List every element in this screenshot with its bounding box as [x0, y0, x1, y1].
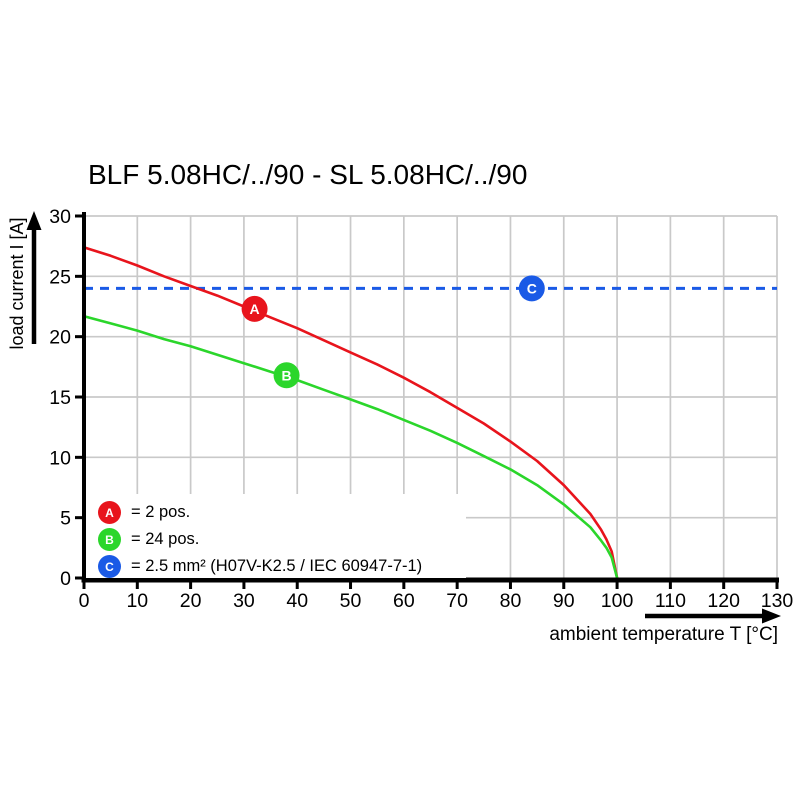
x-tick-label: 70	[446, 590, 468, 612]
legend-item-a: A = 2 pos.	[98, 501, 466, 524]
marker-a	[241, 295, 268, 322]
y-tick-label: 15	[49, 387, 71, 409]
legend-label-b: = 24 pos.	[131, 530, 200, 548]
y-tick-label: 10	[49, 447, 71, 469]
marker-b	[273, 362, 300, 389]
x-tick-label: 10	[126, 590, 148, 612]
x-tick-label: 90	[553, 590, 575, 612]
legend-dot-c: C	[98, 555, 121, 578]
curve-a	[82, 246, 619, 580]
legend-label-c: = 2.5 mm² (H07V-K2.5 / IEC 60947-7-1)	[131, 557, 423, 575]
x-tick-label: 110	[655, 590, 686, 612]
marker-letter-c: C	[527, 280, 537, 296]
y-tick-label: 5	[60, 508, 71, 530]
x-tick-label: 50	[340, 590, 362, 612]
x-tick-label: 130	[761, 590, 794, 612]
x-axis-arrow-head-icon	[762, 608, 781, 624]
legend-dot-b: B	[98, 528, 121, 551]
x-tick-label: 30	[233, 590, 255, 612]
x-tick-label: 40	[286, 590, 308, 612]
y-tick-label: 0	[60, 568, 71, 590]
page-title: BLF 5.08HC/../90 - SL 5.08HC/../90	[88, 159, 528, 190]
x-tick-label: 80	[500, 590, 522, 612]
x-tick-label: 120	[707, 590, 740, 612]
x-tick-label: 20	[180, 590, 202, 612]
marker-letter-b: B	[282, 367, 292, 383]
y-axis-title: load current I [A]	[7, 217, 27, 350]
y-tick-label: 20	[49, 327, 71, 349]
legend-item-c: C = 2.5 mm² (H07V-K2.5 / IEC 60947-7-1)	[98, 555, 466, 578]
y-tick-label: 30	[49, 206, 71, 228]
x-tick-label: 60	[393, 590, 415, 612]
x-tick-label: 0	[79, 590, 90, 612]
legend-label-a: = 2 pos.	[131, 503, 191, 521]
chart-legend: A = 2 pos. B = 24 pos. C = 2.5 mm² (H07V…	[86, 494, 466, 578]
y-axis-arrow-head-icon	[26, 211, 42, 230]
x-axis-title: ambient temperature T [°C]	[549, 624, 778, 645]
curve-b	[82, 314, 619, 580]
legend-dot-a: A	[98, 501, 121, 524]
legend-item-b: B = 24 pos.	[98, 528, 466, 551]
marker-letter-a: A	[250, 301, 260, 317]
marker-c	[518, 275, 545, 302]
y-tick-label: 25	[49, 266, 71, 288]
x-tick-label: 100	[601, 590, 634, 612]
